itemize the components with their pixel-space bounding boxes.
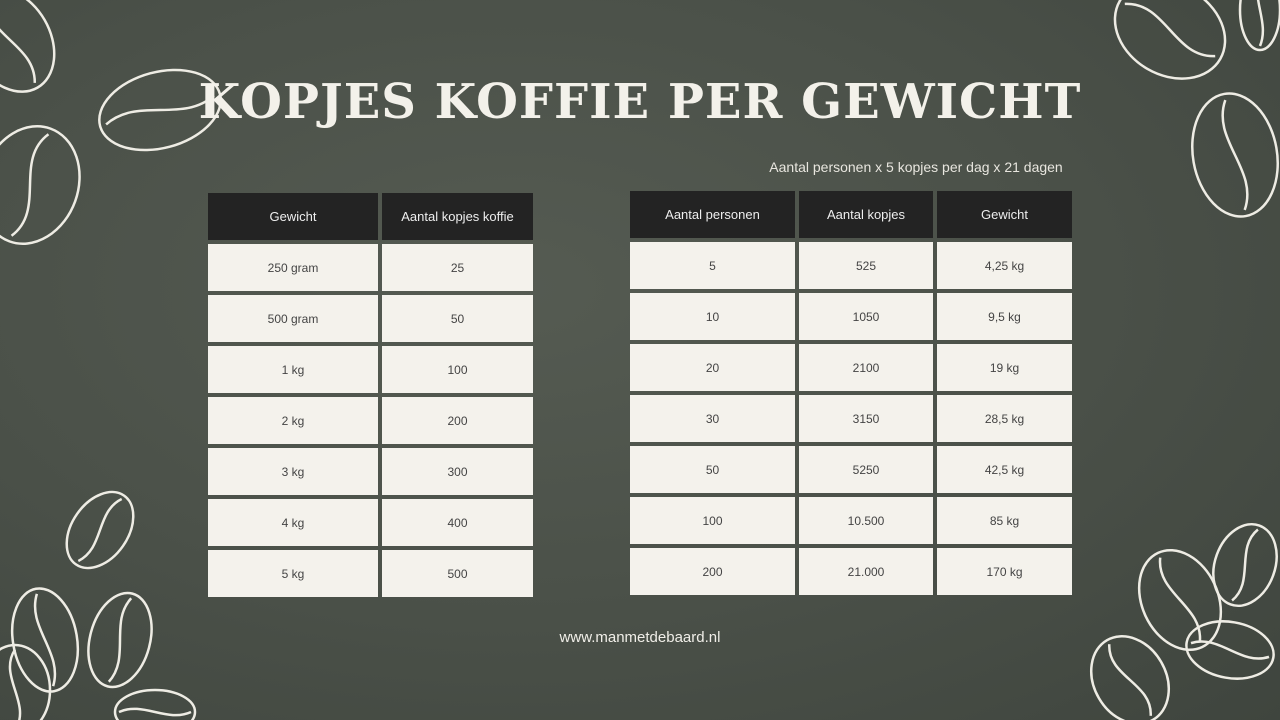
table-cell: 19 kg	[937, 344, 1072, 391]
table-cell: 3 kg	[208, 448, 378, 495]
table-row: 30 3150 28,5 kg	[630, 395, 1072, 442]
table-row: 20 2100 19 kg	[630, 344, 1072, 391]
table-cell: 5 kg	[208, 550, 378, 597]
table-cell: 1 kg	[208, 346, 378, 393]
table-row: 4 kg 400	[208, 499, 533, 546]
table-row: 2 kg 200	[208, 397, 533, 444]
table-cell: 42,5 kg	[937, 446, 1072, 493]
coffee-bean-icon	[0, 0, 56, 93]
persons-cups-weight-table: Aantal personen Aantal kopjes Gewicht 5 525…	[626, 187, 1076, 599]
weight-cups-table: Gewicht Aantal kopjes koffie 250 gram 25 50…	[204, 189, 537, 601]
table-row: 100 10.500 85 kg	[630, 497, 1072, 544]
column-header: Gewicht	[937, 191, 1072, 238]
coffee-bean-icon	[113, 688, 197, 720]
column-header: Gewicht	[208, 193, 378, 240]
coffee-bean-icon	[1238, 0, 1280, 52]
table-cell: 300	[382, 448, 533, 495]
table-cell: 5250	[799, 446, 933, 493]
table-row: 50 5250 42,5 kg	[630, 446, 1072, 493]
table-cell: 200	[630, 548, 795, 595]
coffee-bean-icon	[98, 68, 222, 152]
table-cell: 9,5 kg	[937, 293, 1072, 340]
subtitle-text: Aantal personen x 5 kopjes per dag x 21 …	[769, 159, 1063, 175]
table-cell: 30	[630, 395, 795, 442]
coffee-bean-icon	[0, 125, 81, 245]
website-link[interactable]: www.manmetdebaard.nl	[559, 629, 721, 646]
table-cell: 500	[382, 550, 533, 597]
table-cell: 100	[382, 346, 533, 393]
table-cell: 500 gram	[208, 295, 378, 342]
subtitle: Aantal personen x 5 kopjes per dag x 21 …	[630, 159, 1072, 175]
table-cell: 28,5 kg	[937, 395, 1072, 442]
table-row: 5 525 4,25 kg	[630, 242, 1072, 289]
table-row: 3 kg 300	[208, 448, 533, 495]
table-cell: 10.500	[799, 497, 933, 544]
table-cell: 25	[382, 244, 533, 291]
table-cell: 4 kg	[208, 499, 378, 546]
table-cell: 21.000	[799, 548, 933, 595]
table-cell: 5	[630, 242, 795, 289]
table-row: 10 1050 9,5 kg	[630, 293, 1072, 340]
table-cell: 250 gram	[208, 244, 378, 291]
coffee-bean-icon	[1113, 0, 1227, 80]
coffee-bean-icon	[87, 591, 153, 689]
table-row: 200 21.000 170 kg	[630, 548, 1072, 595]
table-cell: 2100	[799, 344, 933, 391]
table-cell: 4,25 kg	[937, 242, 1072, 289]
table-cell: 3150	[799, 395, 933, 442]
table-cell: 200	[382, 397, 533, 444]
coffee-bean-icon	[0, 643, 52, 720]
table-row: 250 gram 25	[208, 244, 533, 291]
coffee-bean-icon	[1191, 92, 1279, 218]
column-header: Aantal kopjes koffie	[382, 193, 533, 240]
table-cell: 1050	[799, 293, 933, 340]
table-cell: 170 kg	[937, 548, 1072, 595]
column-header: Aantal personen	[630, 191, 795, 238]
table-cell: 10	[630, 293, 795, 340]
column-header: Aantal kopjes	[799, 191, 933, 238]
table-row: 5 kg 500	[208, 550, 533, 597]
page-title: KOPJES KOFFIE PER GEWICHT	[198, 74, 1082, 130]
table-row: 1 kg 100	[208, 346, 533, 393]
table-cell: 50	[382, 295, 533, 342]
table-cell: 400	[382, 499, 533, 546]
coffee-bean-icon	[1185, 620, 1275, 680]
table-cell: 525	[799, 242, 933, 289]
table-cell: 100	[630, 497, 795, 544]
table-cell: 50	[630, 446, 795, 493]
table-cell: 20	[630, 344, 795, 391]
table-row: 500 gram 50	[208, 295, 533, 342]
coffee-bean-icon	[65, 490, 135, 570]
table-cell: 85 kg	[937, 497, 1072, 544]
table-cell: 2 kg	[208, 397, 378, 444]
coffee-bean-icon	[1212, 522, 1278, 608]
